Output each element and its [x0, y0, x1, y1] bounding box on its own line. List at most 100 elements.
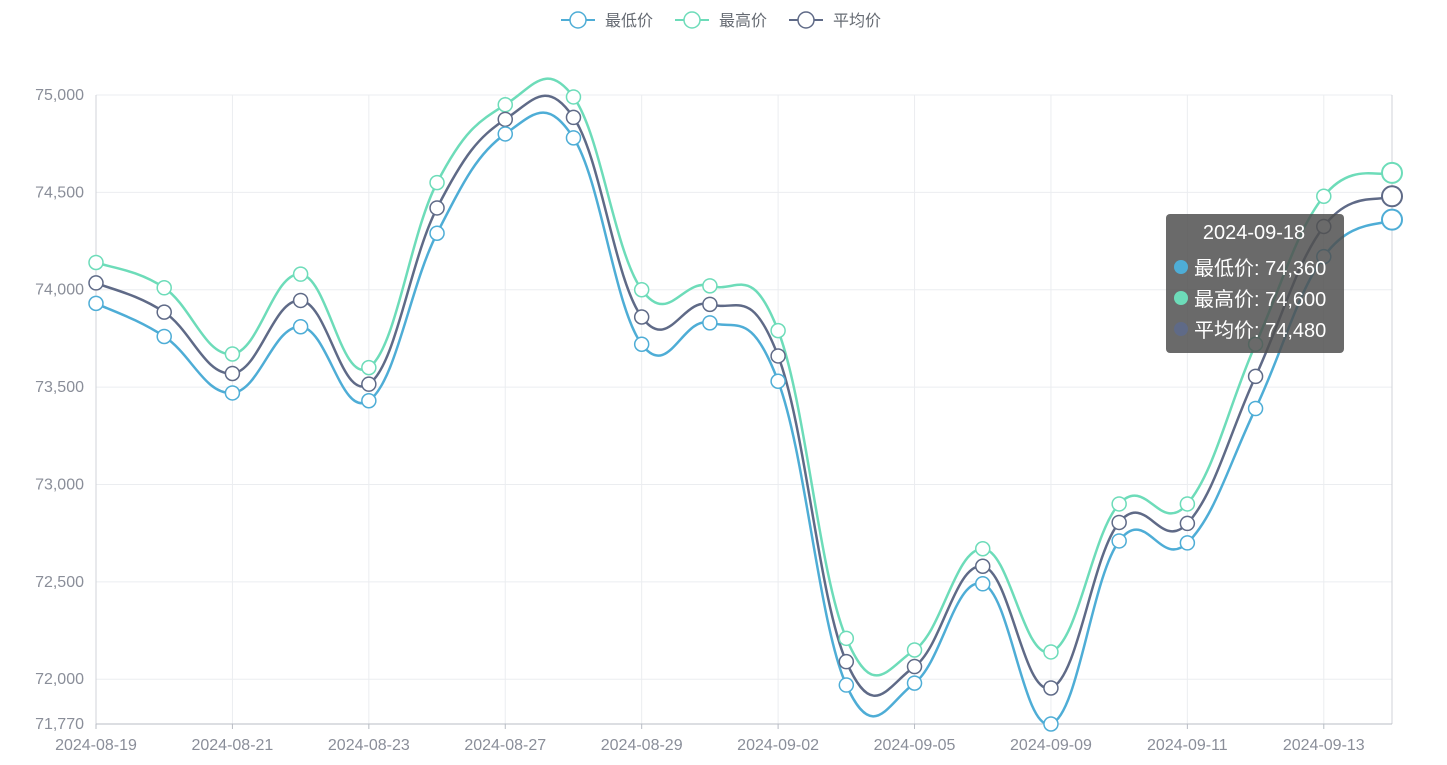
data-point[interactable] — [224, 346, 241, 362]
data-point[interactable] — [1111, 496, 1127, 512]
data-point[interactable] — [770, 348, 786, 364]
data-point[interactable] — [702, 278, 718, 294]
data-point[interactable] — [906, 675, 923, 691]
data-point[interactable] — [1381, 185, 1403, 208]
data-point[interactable] — [633, 336, 650, 353]
data-point[interactable] — [1179, 535, 1196, 551]
data-point[interactable] — [1316, 188, 1332, 205]
y-tick-label: 74,500 — [35, 184, 84, 201]
data-point[interactable] — [1381, 161, 1403, 184]
data-point[interactable] — [1043, 716, 1059, 732]
data-point[interactable] — [156, 304, 172, 320]
y-tick-label: 72,000 — [35, 671, 84, 688]
y-tick-label: 73,000 — [35, 476, 84, 493]
tooltip-row-avg: 平均价: 74,480 — [1174, 313, 1344, 344]
data-point[interactable] — [88, 295, 104, 312]
data-point[interactable] — [1381, 208, 1403, 231]
legend-marker — [797, 11, 815, 29]
data-point[interactable] — [1179, 515, 1196, 532]
y-tick-label: 72,500 — [35, 574, 84, 591]
data-point[interactable] — [906, 658, 923, 675]
data-point[interactable] — [1247, 400, 1264, 417]
x-tick-label: 2024-08-29 — [601, 737, 683, 754]
data-point[interactable] — [361, 392, 377, 409]
x-tick-label: 2024-09-09 — [1010, 737, 1092, 754]
data-point[interactable] — [429, 225, 445, 242]
data-point[interactable] — [1111, 514, 1127, 531]
tooltip-dot-max — [1174, 290, 1188, 305]
series-line — [95, 77, 1393, 677]
legend-item[interactable]: 平均价 — [789, 11, 881, 30]
data-point[interactable] — [429, 200, 445, 216]
y-tick-label: 75,000 — [35, 87, 84, 104]
x-tick-label: 2024-09-02 — [737, 737, 819, 754]
series-line — [95, 111, 1393, 726]
data-point[interactable] — [497, 111, 514, 128]
data-point[interactable] — [633, 281, 650, 298]
grid — [95, 94, 1392, 724]
y-tick-label: 71,770 — [35, 716, 84, 733]
legend-item[interactable]: 最低价 — [561, 11, 653, 30]
tooltip: 2024-09-18 最低价: 74,360 最高价: 74,600 平均价: … — [1166, 214, 1344, 353]
data-point[interactable] — [88, 275, 104, 291]
x-tick-label: 2024-08-21 — [191, 737, 273, 754]
series-line — [95, 94, 1393, 697]
data-point[interactable] — [565, 130, 582, 146]
legend-label: 平均价 — [833, 12, 881, 30]
axes: 71,770 72,000 72,500 73,000 73,500 74,000 74,5… — [35, 87, 1393, 754]
data-point[interactable] — [88, 254, 104, 271]
tooltip-label-avg: 平均价: 74,480 — [1194, 320, 1327, 342]
data-point[interactable] — [838, 677, 855, 693]
data-point[interactable] — [1247, 368, 1264, 385]
x-tick-label: 2024-09-11 — [1147, 737, 1228, 754]
data-point[interactable] — [770, 322, 786, 339]
tooltip-dot-min — [1174, 259, 1188, 274]
x-tick-label: 2024-08-27 — [464, 737, 546, 754]
data-point[interactable] — [565, 109, 582, 126]
legend-item[interactable]: 最高价 — [675, 11, 767, 30]
data-point[interactable] — [361, 359, 377, 376]
data-point[interactable] — [702, 315, 718, 331]
data-point[interactable] — [974, 558, 991, 575]
data-point[interactable] — [906, 642, 923, 658]
legend[interactable]: 最低价 最高价 平均价 — [561, 11, 881, 30]
data-point[interactable] — [292, 318, 309, 335]
data-point[interactable] — [838, 653, 855, 670]
data-point[interactable] — [224, 385, 241, 401]
data-point[interactable] — [156, 328, 172, 345]
legend-label: 最低价 — [605, 12, 653, 30]
data-point[interactable] — [156, 280, 172, 296]
x-tick-label: 2024-08-19 — [55, 737, 137, 754]
data-point[interactable] — [292, 292, 309, 309]
y-tick-label: 73,500 — [35, 379, 84, 396]
tooltip-date: 2024-09-18 — [1202, 222, 1306, 244]
x-tick-label: 2024-09-13 — [1283, 737, 1365, 754]
data-point[interactable] — [497, 126, 514, 142]
tooltip-row-min: 最低价: 74,360 — [1174, 251, 1344, 282]
data-point[interactable] — [1043, 644, 1059, 660]
x-tick-label: 2024-08-23 — [328, 737, 410, 754]
data-point[interactable] — [292, 266, 309, 282]
y-tick-label: 74,000 — [35, 282, 84, 299]
data-point[interactable] — [974, 540, 991, 557]
data-point[interactable] — [633, 309, 650, 325]
data-point[interactable] — [702, 296, 718, 313]
data-point[interactable] — [429, 174, 445, 191]
data-point[interactable] — [497, 96, 514, 113]
legend-label: 最高价 — [719, 12, 767, 30]
data-point[interactable] — [838, 630, 855, 647]
data-point[interactable] — [361, 376, 377, 392]
tooltip-label-max: 最高价: 74,600 — [1194, 289, 1327, 311]
data-point[interactable] — [1043, 680, 1059, 696]
data-point[interactable] — [974, 576, 991, 592]
series-lines — [88, 77, 1403, 732]
tooltip-dot-avg — [1174, 321, 1188, 336]
legend-marker — [683, 11, 701, 29]
data-point[interactable] — [1111, 533, 1127, 549]
data-point[interactable] — [565, 89, 582, 105]
data-point[interactable] — [224, 365, 241, 382]
data-point[interactable] — [770, 373, 786, 390]
data-point[interactable] — [1179, 496, 1196, 512]
tooltip-label-min: 最低价: 74,360 — [1194, 258, 1327, 280]
